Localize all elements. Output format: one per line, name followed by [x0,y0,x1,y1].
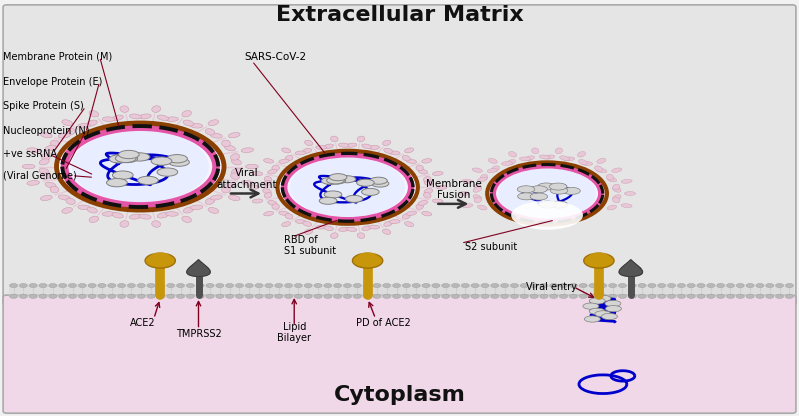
Ellipse shape [472,168,483,172]
Circle shape [245,283,253,287]
Ellipse shape [362,188,380,196]
Circle shape [540,283,548,287]
Ellipse shape [281,148,291,153]
Circle shape [451,294,459,298]
Circle shape [403,283,411,287]
Circle shape [279,151,416,223]
Ellipse shape [481,174,488,180]
Ellipse shape [424,181,432,186]
Circle shape [137,283,145,287]
Circle shape [108,283,116,287]
Ellipse shape [389,151,400,155]
Ellipse shape [383,229,391,234]
Ellipse shape [418,169,427,174]
Circle shape [520,294,528,298]
Ellipse shape [339,143,349,147]
Ellipse shape [372,180,389,187]
Circle shape [265,283,273,287]
Ellipse shape [462,204,473,208]
Ellipse shape [613,195,621,200]
Circle shape [442,283,450,287]
Text: S2 subunit: S2 subunit [465,243,517,253]
Ellipse shape [27,181,39,185]
Ellipse shape [613,184,620,190]
Circle shape [88,294,96,298]
Ellipse shape [66,129,75,135]
Circle shape [392,294,400,298]
Circle shape [422,283,430,287]
Ellipse shape [595,295,611,302]
Ellipse shape [120,221,129,227]
Ellipse shape [109,155,130,163]
Ellipse shape [165,117,178,121]
Circle shape [39,283,47,287]
Circle shape [216,283,224,287]
Ellipse shape [369,225,380,229]
Ellipse shape [208,120,219,126]
Text: Nucleoprotein (N): Nucleoprotein (N) [3,126,89,136]
Ellipse shape [383,140,391,146]
Ellipse shape [225,145,236,151]
Ellipse shape [530,193,547,200]
Circle shape [678,294,686,298]
Circle shape [697,294,705,298]
Circle shape [334,283,342,287]
Ellipse shape [606,174,614,180]
Ellipse shape [316,225,327,229]
Ellipse shape [331,233,338,238]
Ellipse shape [303,148,312,154]
Ellipse shape [389,220,400,223]
Ellipse shape [555,148,562,154]
Ellipse shape [279,211,289,215]
Ellipse shape [264,211,273,216]
Ellipse shape [370,177,388,184]
Circle shape [39,294,47,298]
Circle shape [137,294,145,298]
Ellipse shape [295,151,306,155]
Circle shape [58,283,66,287]
Text: Cytoplasm: Cytoplasm [333,385,466,406]
Circle shape [658,294,666,298]
Circle shape [687,283,695,287]
Ellipse shape [424,188,432,194]
Ellipse shape [232,168,241,174]
Circle shape [520,283,528,287]
Circle shape [344,294,352,298]
Circle shape [197,283,205,287]
Text: Membrane
Fusion: Membrane Fusion [426,178,482,200]
Ellipse shape [613,197,620,203]
Ellipse shape [328,177,346,184]
Ellipse shape [241,181,253,185]
Ellipse shape [329,173,347,181]
Circle shape [108,294,116,298]
Circle shape [501,283,509,287]
Polygon shape [619,260,642,276]
Ellipse shape [362,144,372,149]
Ellipse shape [403,156,410,161]
Ellipse shape [563,157,574,161]
Ellipse shape [78,124,90,128]
Ellipse shape [509,151,517,157]
Ellipse shape [221,140,230,147]
Ellipse shape [320,197,337,204]
Circle shape [776,294,784,298]
Circle shape [30,283,38,287]
Circle shape [314,283,322,287]
Circle shape [570,283,578,287]
Circle shape [471,294,479,298]
Circle shape [609,283,617,287]
Ellipse shape [113,171,133,179]
Circle shape [167,294,175,298]
Ellipse shape [607,177,617,182]
Ellipse shape [404,222,414,227]
Ellipse shape [612,168,622,172]
Ellipse shape [41,154,50,160]
Circle shape [598,283,606,287]
Circle shape [746,283,754,287]
Ellipse shape [272,165,280,171]
Ellipse shape [285,214,293,219]
Ellipse shape [182,111,192,117]
Ellipse shape [507,159,515,165]
Circle shape [746,294,754,298]
